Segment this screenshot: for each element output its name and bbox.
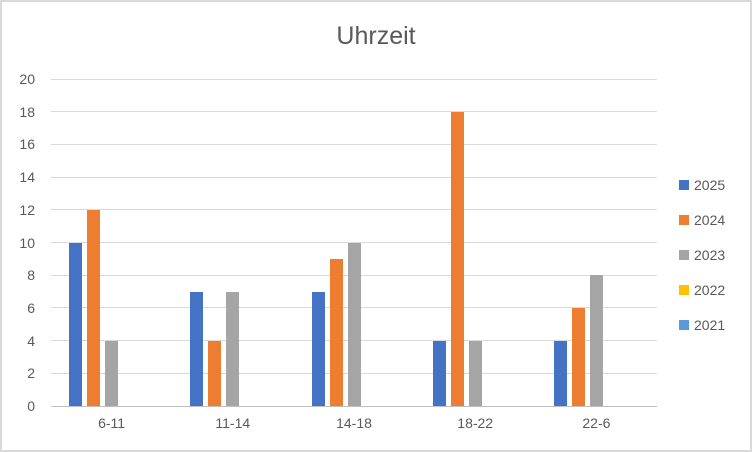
gridline: [51, 111, 657, 113]
legend-item-2024[interactable]: 2024: [679, 210, 725, 230]
legend-label: 2025: [694, 177, 726, 193]
y-axis-tick-label: 8: [27, 267, 35, 284]
legend-item-2021[interactable]: 2021: [679, 315, 725, 335]
y-axis-tick-label: 0: [27, 398, 35, 414]
bar-2024-22-6[interactable]: [571, 307, 585, 406]
legend-item-2022[interactable]: 2022: [679, 280, 725, 300]
y-axis-tick-label: 2: [27, 365, 35, 382]
bar-2025-14-18[interactable]: [311, 291, 325, 406]
legend-item-2023[interactable]: 2023: [679, 245, 725, 265]
x-axis-category-label: 18-22: [457, 415, 494, 431]
plot-area: 0 2 4 6 8 10 12 14 16 18 20 6-11 11-14 14-18 18-22 22-6: [19, 71, 657, 431]
y-axis-tick-label: 20: [19, 71, 35, 87]
x-axis-category-label: 6-11: [98, 415, 126, 431]
y-axis-tick-label: 18: [19, 103, 35, 120]
bar-2024-14-18[interactable]: [329, 258, 343, 406]
x-axis-line: [51, 405, 657, 407]
legend-item-2025[interactable]: 2025: [679, 175, 725, 195]
gridline: [51, 209, 657, 211]
bar-2025-11-14[interactable]: [190, 291, 204, 406]
x-axis-category-label: 22-6: [582, 415, 611, 431]
legend-label: 2022: [694, 282, 726, 298]
bar-2025-18-22[interactable]: [432, 340, 446, 406]
bar-2023-18-22[interactable]: [468, 340, 482, 406]
gridline: [51, 78, 657, 80]
chart-title[interactable]: Uhrzeit: [336, 22, 416, 50]
bar-2023-22-6[interactable]: [589, 275, 603, 406]
y-axis-tick-label: 4: [27, 332, 35, 349]
bar-2025-6-11[interactable]: [69, 242, 83, 406]
bar-2024-18-22[interactable]: [450, 111, 464, 406]
legend-label: 2023: [694, 247, 726, 263]
bar-2023-11-14[interactable]: [226, 291, 240, 406]
legend-label: 2021: [694, 317, 726, 333]
legend-swatch-2022: [679, 285, 689, 295]
y-axis-tick-label: 6: [27, 299, 35, 316]
bar-2025-22-6[interactable]: [553, 340, 567, 406]
legend-swatch-2023: [679, 250, 689, 260]
legend-swatch-2024: [679, 215, 689, 225]
y-axis-tick-label: 10: [19, 234, 35, 251]
bar-2024-11-14[interactable]: [208, 340, 222, 406]
x-axis-category-label: 11-14: [215, 415, 251, 431]
y-axis-tick-label: 14: [19, 169, 35, 186]
y-axis-tick-label: 16: [19, 136, 35, 153]
legend-swatch-2025: [679, 180, 689, 190]
y-axis-tick-label: 12: [19, 201, 35, 218]
gridline: [51, 176, 657, 178]
bar-2023-6-11[interactable]: [105, 340, 119, 406]
gridline: [51, 143, 657, 145]
bar-2024-6-11[interactable]: [87, 209, 101, 406]
bar-2023-14-18[interactable]: [347, 242, 361, 406]
legend-label: 2024: [694, 212, 726, 228]
x-axis-category-label: 14-18: [336, 415, 372, 431]
legend: 2025 2024 2023 2022 2021: [679, 175, 725, 350]
legend-swatch-2021: [679, 320, 689, 330]
